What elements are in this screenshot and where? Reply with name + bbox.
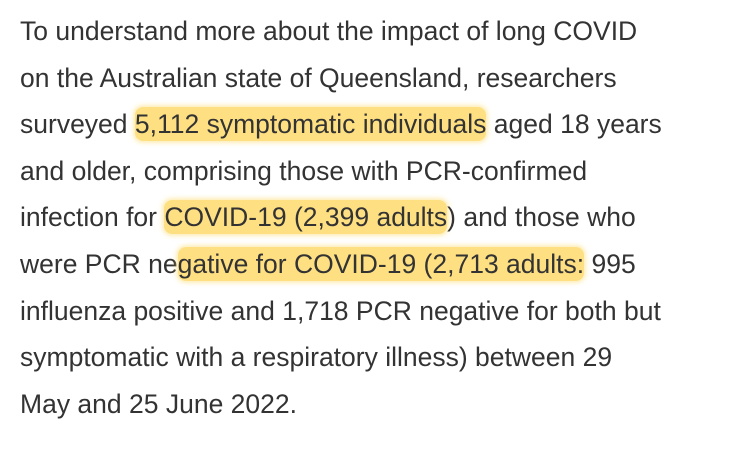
text-line: To understand more about the impact of l… [20,8,745,55]
text-line: May and 25 June 2022. [20,381,745,428]
text-line: were PCR negative for COVID-19 (2,713 ad… [20,241,745,288]
text-segment: May and 25 June 2022. [20,388,297,419]
highlighted-text: 5,112 symptomatic individuals [134,107,487,142]
highlighted-text: gative for COVID-19 (2,713 adults: [177,246,585,281]
text-line: and older, comprising those with PCR-con… [20,148,745,195]
text-segment: aged 18 years [486,109,662,140]
text-segment: symptomatic with a respiratory illness) … [20,342,613,373]
paragraph: To understand more about the impact of l… [20,8,745,427]
text-segment: 995 [584,248,636,279]
text-segment: were PCR ne [20,248,178,279]
text-line: infection for COVID-19 (2,399 adults) an… [20,194,745,241]
text-segment: surveyed [20,109,135,140]
text-segment: on the Australian state of Queensland, r… [20,62,617,93]
text-line: surveyed 5,112 symptomatic individuals a… [20,101,745,148]
text-segment: To understand more about the impact of l… [20,16,638,46]
text-segment: influenza positive and 1,718 PCR negativ… [20,295,661,326]
text-segment: ) and those who [447,202,636,233]
text-segment: and older, comprising those with PCR-con… [20,155,588,186]
text-line: on the Australian state of Queensland, r… [20,55,745,102]
text-line: symptomatic with a respiratory illness) … [20,334,745,381]
text-line: influenza positive and 1,718 PCR negativ… [20,288,745,335]
text-segment: infection for [20,202,165,233]
highlighted-text: COVID-19 (2,399 adults [164,200,448,235]
